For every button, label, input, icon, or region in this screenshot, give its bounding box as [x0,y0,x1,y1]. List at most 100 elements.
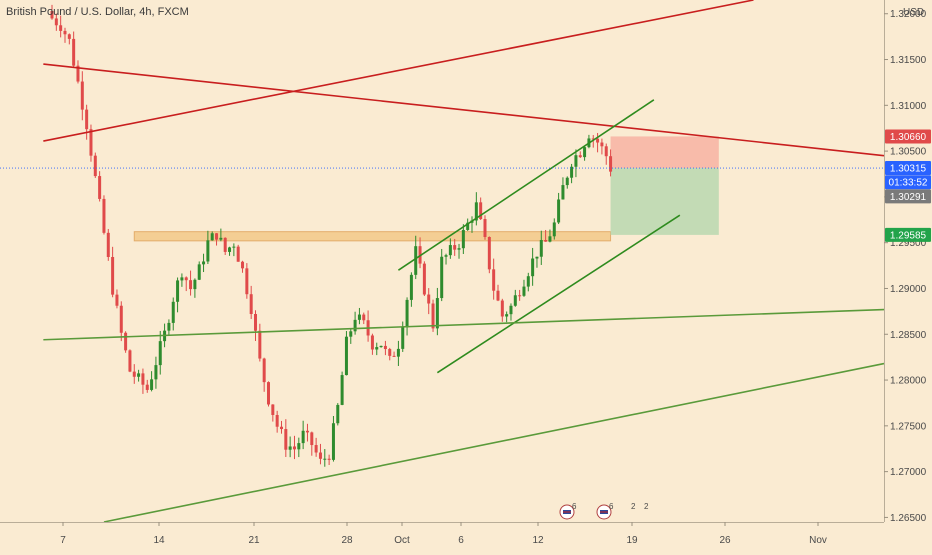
candle [111,246,115,298]
event-count: 6 [572,502,577,511]
candle [72,31,76,68]
currency-label: USD [903,7,924,18]
chart-title: British Pound / U.S. Dollar, 4h, FXCM [6,6,189,18]
lines-layer [43,0,885,523]
candle [500,298,504,322]
take-profit-zone [610,168,719,235]
candle [388,347,392,361]
candle [461,224,465,254]
candle [85,104,89,140]
candle [457,243,461,259]
price-tag: 1.30660 [885,129,931,144]
green-trendline-long[interactable] [43,308,885,341]
candle [232,243,236,257]
flag-icon[interactable]: 2 [631,502,636,511]
candle [124,331,128,353]
red-trendline-ascending[interactable] [43,0,754,142]
candle [396,340,400,366]
candle [427,288,431,315]
candle [444,253,448,265]
candle [375,342,379,356]
candle [228,246,232,256]
candle [267,381,270,407]
candle [344,331,348,376]
event-count: 2 [631,502,636,511]
candle [150,371,154,392]
candle [197,261,201,281]
candle [132,364,136,384]
price-tick-label: 1.31000 [890,101,927,112]
candle [154,356,158,389]
candle [609,149,613,177]
candle [513,289,517,307]
candle [496,284,500,302]
candle [275,410,279,433]
price-tick-label: 1.31500 [890,55,927,66]
candle [327,454,331,466]
candle [63,27,67,43]
green-channel-lower[interactable] [436,214,681,374]
candle [535,256,539,268]
price-tick-label: 1.29500 [890,238,927,249]
candle [158,330,162,375]
candle [80,71,84,121]
candle [245,263,249,299]
candle [254,310,258,341]
candle [292,435,296,460]
price-tick-label: 1.27000 [890,467,927,478]
candle [102,195,106,235]
candles-layer [50,4,613,467]
green-trendline-lower[interactable] [103,362,885,523]
candle [219,228,223,242]
candle [119,301,123,342]
flag-icon[interactable]: 2 [644,502,649,511]
candle [531,247,535,286]
candle [128,349,132,373]
candle [137,369,141,382]
candle [305,423,309,442]
green-channel-upper[interactable] [397,99,655,271]
candle [54,13,58,31]
price-tag: 01:33:52 [885,175,931,190]
candle [141,368,145,394]
candle [392,351,396,357]
candle [59,15,63,38]
candle [379,345,383,348]
candle [405,297,409,336]
candle [171,297,175,331]
candle [548,229,552,243]
price-tag-label: 1.30660 [890,132,927,143]
time-tick-label: 14 [153,535,165,546]
candle [370,333,374,355]
price-tag-label: 01:33:52 [889,178,928,189]
candle [383,340,387,356]
flag-icon[interactable]: 6 [559,502,577,520]
time-axis[interactable]: 7 14 21 28 Oct 6 12 19 26 Nov [60,522,827,546]
candle [435,287,439,336]
candle [492,258,496,300]
candle [189,270,193,296]
candle [604,143,608,165]
price-tick-label: 1.32000 [890,9,927,20]
candle [600,138,604,155]
price-tick-label: 1.26500 [890,513,927,524]
candle [279,420,283,434]
candle [362,312,366,325]
flag-icon[interactable]: 6 [596,502,614,520]
candle [431,299,435,332]
candle [539,230,543,265]
candle [518,289,522,301]
price-tags: 1.30660 1.30315 01:33:52 1.30291 1.29585 [885,129,931,242]
red-trendline-descending[interactable] [43,63,885,157]
time-tick-label: Nov [809,535,827,546]
candle [50,4,54,20]
candle [206,230,210,265]
candle [236,244,240,262]
candle [262,357,266,392]
candle [474,192,478,226]
candle [526,272,530,292]
